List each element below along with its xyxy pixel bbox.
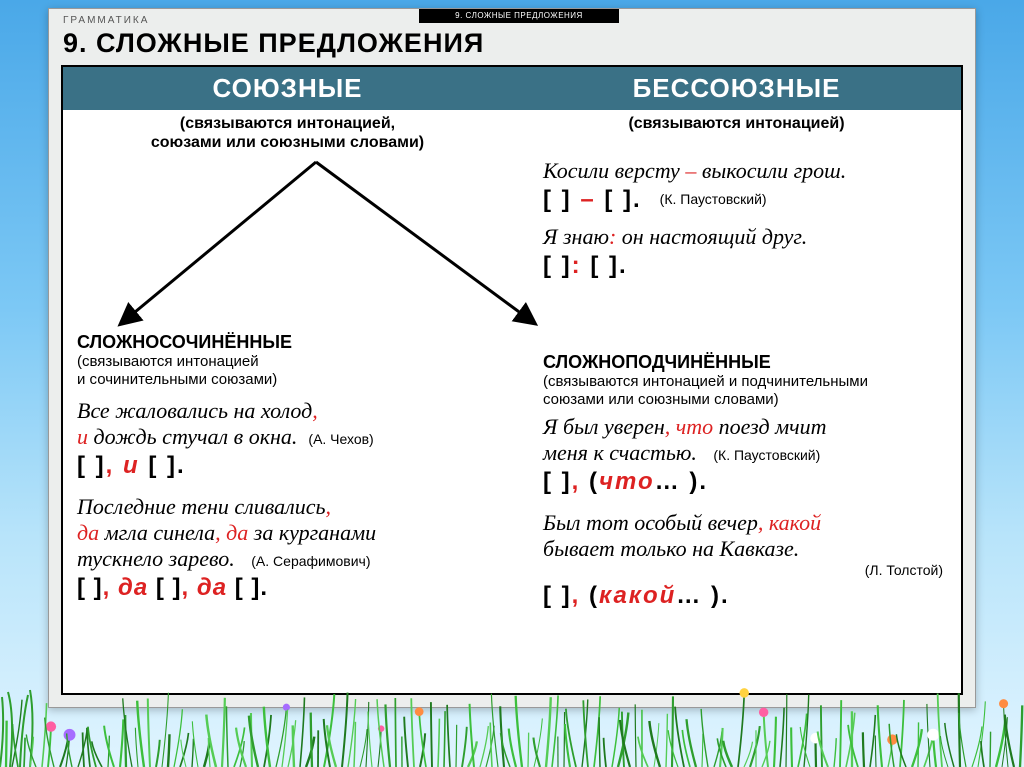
ssch-sub1: (связываются интонацией xyxy=(77,353,517,370)
spp-author1: (К. Паустовский) xyxy=(713,447,820,463)
ssch-block: СЛОЖНОСОЧИНЁННЫЕ (связываются интонацией… xyxy=(77,332,517,601)
bessoyuz-ex1: Косили версту – выкосили грош. xyxy=(543,158,963,184)
ssch-sub2: и сочинительными союзами) xyxy=(77,371,517,388)
subheader-row: (связываются интонацией, союзами или сою… xyxy=(63,110,961,152)
branch-arrows xyxy=(101,152,541,332)
bessoyuz-block: Косили версту – выкосили грош. [ ] – [ ]… xyxy=(543,158,963,280)
ssch-scheme2: [ ], да [ ], да [ ]. xyxy=(77,574,517,602)
ssch-author2: (А. Серафимович) xyxy=(251,553,370,569)
spp-scheme1: [ ], (что… ). xyxy=(543,468,963,496)
subheader-left: (связываются интонацией, союзами или сою… xyxy=(63,110,512,152)
subheader-right: (связываются интонацией) xyxy=(512,110,961,152)
spp-sub2: союзами или союзными словами) xyxy=(543,391,963,408)
ssch-author1: (А. Чехов) xyxy=(308,431,373,447)
spp-scheme2: [ ], (какой… ). xyxy=(543,582,963,610)
slide-title: 9. СЛОЖНЫЕ ПРЕДЛОЖЕНИЯ xyxy=(49,26,975,65)
slide: 9. СЛОЖНЫЕ ПРЕДЛОЖЕНИЯ ГРАММАТИКА 9. СЛО… xyxy=(48,8,976,708)
spp-ex1: Я был уверен, что поезд мчит меня к счас… xyxy=(543,414,963,466)
content-box: СОЮЗНЫЕ БЕССОЮЗНЫЕ (связываются интонаци… xyxy=(61,65,963,695)
spp-title: СЛОЖНОПОДЧИНЁННЫЕ xyxy=(543,352,963,373)
bessoyuz-scheme1: [ ] – [ ]. xyxy=(543,186,642,214)
bessoyuz-scheme2: [ ]: [ ]. xyxy=(543,252,963,280)
ssch-scheme1: [ ], и [ ]. xyxy=(77,452,517,480)
bessoyuz-ex2: Я знаю: он настоящий друг. xyxy=(543,224,963,250)
ssch-title: СЛОЖНОСОЧИНЁННЫЕ xyxy=(77,332,517,353)
header-row: СОЮЗНЫЕ БЕССОЮЗНЫЕ xyxy=(63,67,961,110)
header-right: БЕССОЮЗНЫЕ xyxy=(512,67,961,110)
subheader-left-2: союзами или союзными словами) xyxy=(151,134,424,151)
spp-author2: (Л. Толстой) xyxy=(865,562,943,578)
header-left: СОЮЗНЫЕ xyxy=(63,67,512,110)
ssch-ex2: Последние тени сливались, да мгла синела… xyxy=(77,494,517,572)
top-tab: 9. СЛОЖНЫЕ ПРЕДЛОЖЕНИЯ xyxy=(419,9,619,23)
subheader-left-1: (связываются интонацией, xyxy=(180,115,395,132)
ssch-ex1: Все жаловались на холод, и дождь стучал … xyxy=(77,398,517,450)
bessoyuz-author1: (К. Паустовский) xyxy=(660,191,767,207)
spp-sub1: (связываются интонацией и подчинительным… xyxy=(543,373,963,390)
spp-ex2: Был тот особый вечер, какой бывает тольк… xyxy=(543,510,963,562)
spp-block: СЛОЖНОПОДЧИНЁННЫЕ (связываются интонацие… xyxy=(543,352,963,609)
body: Косили версту – выкосили грош. [ ] – [ ]… xyxy=(63,152,961,692)
